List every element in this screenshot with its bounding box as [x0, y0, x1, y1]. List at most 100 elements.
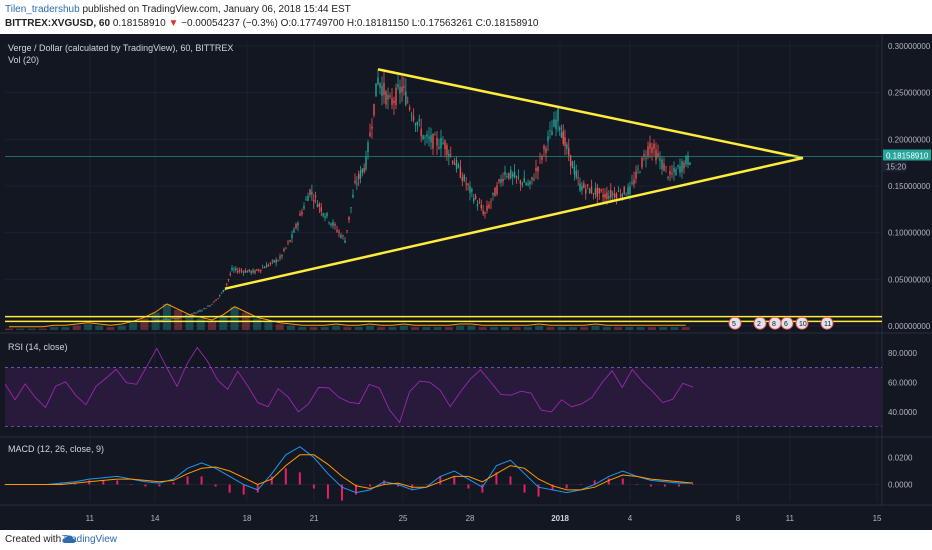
macd-histogram-bar	[495, 472, 498, 485]
macd-histogram-bar	[425, 484, 428, 485]
macd-histogram-bar	[663, 484, 666, 487]
candle-body	[344, 240, 346, 243]
candle-body	[442, 143, 444, 144]
chart-svg[interactable]: 0.30000000 0.25000000 0.20000000 0.15000000…	[0, 34, 932, 530]
last-price-badge	[883, 149, 931, 161]
candle-body	[523, 178, 525, 183]
volume-bar	[614, 327, 623, 330]
macd-histogram-bar	[200, 476, 203, 485]
candle-body	[354, 180, 356, 183]
symbol-info: BITTREX:XVGUSD, 60 0.18158910 ▼ −0.00054…	[5, 18, 538, 29]
candle-body	[659, 158, 661, 161]
candle-body	[610, 189, 612, 198]
candle-body	[566, 144, 568, 149]
candle-body	[361, 168, 364, 173]
candle-body	[604, 193, 606, 199]
volume-bar	[444, 327, 453, 330]
candle-body	[229, 274, 231, 275]
candle-body	[261, 267, 264, 269]
candle-body	[631, 182, 633, 184]
candle-body	[412, 116, 415, 121]
volume-bar	[602, 327, 611, 330]
candle-body	[629, 185, 631, 194]
candle-body	[369, 132, 371, 137]
macd-histogram-bar	[102, 480, 105, 485]
volume-bar	[50, 327, 59, 330]
chart-area[interactable]: 0.30000000 0.25000000 0.20000000 0.15000000…	[0, 34, 932, 530]
macd-histogram-bar	[579, 484, 582, 485]
countdown-badge	[883, 161, 907, 172]
macd-histogram-bar	[411, 484, 414, 489]
candle-body	[346, 230, 348, 231]
candle-body	[598, 188, 600, 194]
macd-histogram-bar	[186, 476, 189, 485]
candle-body	[332, 221, 334, 226]
price-change: −0.00054237 (−0.3%)	[181, 18, 278, 29]
macd-histogram-bar	[537, 484, 540, 497]
date-tick-label: 2018	[551, 514, 569, 523]
candle-body	[238, 269, 241, 272]
candle-body	[508, 172, 510, 179]
candle-body	[389, 95, 391, 97]
candle-body	[269, 262, 272, 264]
candle-body	[424, 137, 426, 138]
candle-body	[467, 183, 469, 185]
rsi-tick-label: 60.0000	[888, 378, 917, 387]
candle-body	[199, 310, 201, 312]
candle-body	[342, 235, 344, 237]
candle-body	[301, 211, 303, 215]
candle-body	[211, 303, 213, 305]
volume-bar	[557, 327, 566, 330]
candle-body	[195, 312, 197, 314]
event-count-label: 6	[784, 321, 788, 328]
candle-body	[379, 83, 381, 88]
volume-bar	[354, 327, 363, 330]
date-tick-label: 18	[243, 514, 252, 523]
candle-body	[681, 161, 683, 172]
price-tick-label: 0.05000000	[888, 275, 931, 284]
macd-histogram-bar	[369, 484, 372, 487]
candle-body	[683, 162, 685, 169]
candle-body	[359, 170, 362, 179]
candle-body	[209, 305, 211, 307]
candle-body	[275, 259, 277, 263]
candle-body	[571, 161, 574, 169]
macd-histogram-bar	[453, 476, 456, 485]
candle-body	[252, 269, 254, 273]
volume-bar	[399, 325, 408, 330]
candle-body	[502, 178, 504, 182]
macd-histogram-bar	[355, 484, 358, 495]
author-link[interactable]: Tilen_tradershub	[5, 4, 80, 15]
candle-body	[600, 189, 602, 192]
candle-body	[193, 312, 195, 314]
candle-body	[318, 203, 321, 207]
candle-body	[235, 268, 237, 271]
candle-body	[643, 154, 645, 156]
candle-body	[535, 168, 537, 172]
candle-body	[203, 308, 205, 309]
candle-body	[328, 222, 330, 224]
volume-bar	[298, 327, 307, 330]
event-count-label: 10	[799, 321, 807, 328]
candle-body	[602, 194, 604, 198]
volume-bar	[253, 318, 262, 330]
candle-body	[459, 166, 462, 178]
volume-bar	[433, 327, 442, 330]
candle-body	[621, 193, 624, 198]
candle-body	[651, 147, 653, 153]
macd-histogram-bar	[256, 484, 259, 493]
volume-bar	[230, 306, 239, 330]
tradingview-logo[interactable]: TradingView	[62, 534, 117, 545]
candle-body	[645, 157, 647, 159]
candle-body	[220, 292, 223, 294]
candle-body	[393, 100, 395, 104]
volume-bar	[422, 327, 431, 330]
candle-body	[547, 136, 549, 142]
macd-histogram-bar	[298, 472, 301, 485]
candle-body	[657, 153, 659, 157]
candle-body	[338, 231, 340, 233]
candle-body	[608, 195, 610, 199]
candle-body	[397, 84, 399, 88]
volume-bar	[61, 327, 70, 330]
candle-body	[623, 186, 625, 195]
